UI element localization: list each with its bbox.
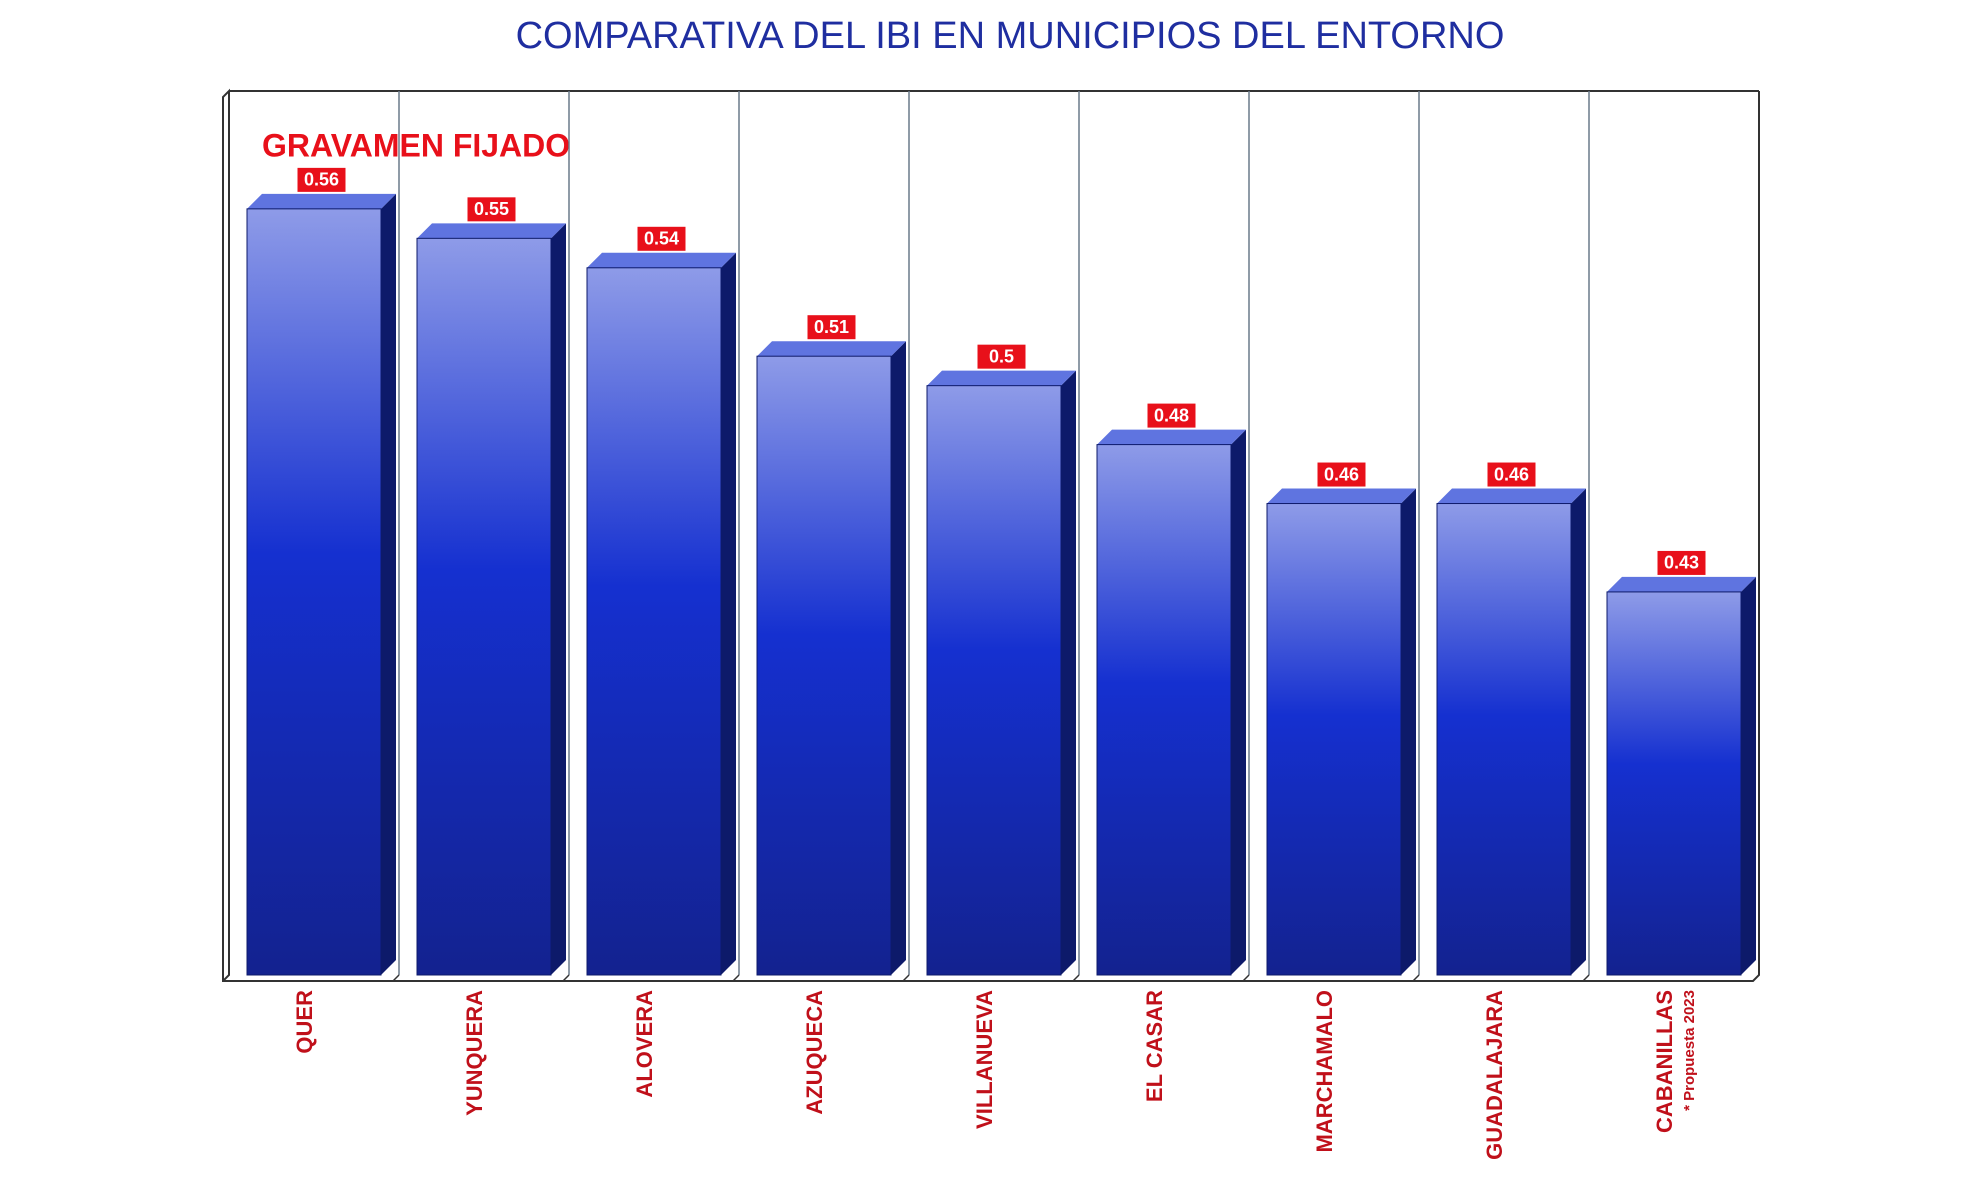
bar	[246, 208, 382, 976]
value-label: 0.5	[989, 346, 1014, 366]
floor-line	[732, 974, 740, 982]
bar-top	[1437, 488, 1586, 504]
value-label-box	[1657, 550, 1706, 575]
value-label-box	[637, 226, 686, 251]
bar-top	[247, 193, 396, 209]
value-label-box	[297, 167, 346, 192]
chart-title: COMPARATIVA DEL IBI EN MUNICIPIOS DEL EN…	[516, 15, 1505, 57]
value-label: 0.51	[814, 317, 849, 337]
bar-top	[1607, 576, 1756, 592]
value-label: 0.46	[1324, 464, 1359, 484]
floor-line	[392, 974, 400, 982]
floor-line	[562, 974, 570, 982]
value-label-box	[1317, 462, 1366, 487]
bar-side	[891, 341, 906, 975]
bar	[1436, 503, 1572, 976]
x-tick-label: GUADALAJARA	[1482, 990, 1507, 1160]
value-label: 0.54	[644, 229, 679, 249]
value-label: 0.46	[1494, 464, 1529, 484]
x-tick-label: VILLANUEVA	[972, 990, 997, 1129]
floor-line	[1072, 974, 1080, 982]
bar-top	[1267, 488, 1416, 504]
bar-side	[1741, 576, 1756, 975]
value-label: 0.56	[304, 170, 339, 190]
bar-top	[927, 370, 1076, 386]
value-label-box	[977, 344, 1026, 369]
x-tick-label: AZUQUECA	[802, 990, 827, 1115]
chart-subtitle: GRAVAMEN FIJADO	[262, 127, 570, 163]
bar-top	[1097, 429, 1246, 445]
bar	[416, 237, 552, 976]
bar-side	[721, 252, 736, 976]
floor-line	[1582, 974, 1590, 982]
bar-side	[381, 193, 396, 975]
bar-side	[1401, 488, 1416, 975]
x-tick-label: MARCHAMALO	[1312, 990, 1337, 1153]
value-label-box	[467, 197, 516, 222]
x-tick-label: ALOVERA	[632, 990, 657, 1098]
value-label-box	[1147, 403, 1196, 428]
bar-side	[551, 223, 566, 976]
bar-top	[417, 223, 566, 239]
bar	[1606, 591, 1742, 976]
value-label: 0.43	[1664, 553, 1699, 573]
x-tick-label: EL CASAR	[1142, 990, 1167, 1102]
value-label: 0.55	[474, 199, 509, 219]
bar	[586, 267, 722, 976]
bar-side	[1061, 370, 1076, 976]
value-label-box	[807, 315, 856, 340]
value-label: 0.48	[1154, 405, 1189, 425]
floor-line	[902, 974, 910, 982]
floor-line	[1242, 974, 1250, 982]
bar-top	[757, 341, 906, 357]
floor-line	[1412, 974, 1420, 982]
x-tick-label: CABANILLAS	[1652, 990, 1677, 1133]
value-label-box	[1487, 462, 1536, 487]
bar	[926, 385, 1062, 976]
x-tick-label: YUNQUERA	[462, 990, 487, 1116]
bar-side	[1571, 488, 1586, 975]
x-tick-label: QUER	[292, 990, 317, 1054]
bar-top	[587, 252, 736, 268]
annotation: * Propuesta 2023	[1681, 990, 1698, 1111]
bar	[1266, 503, 1402, 976]
bar-side	[1231, 429, 1246, 976]
bar	[756, 355, 892, 976]
axis-frame	[222, 88, 1760, 982]
bar	[1096, 444, 1232, 976]
